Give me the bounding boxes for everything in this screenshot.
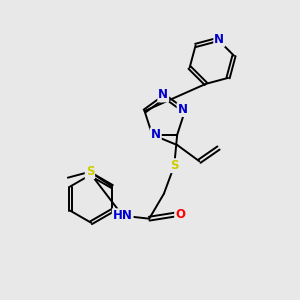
Text: S: S	[86, 165, 94, 178]
Text: HN: HN	[113, 209, 133, 222]
Text: N: N	[158, 88, 168, 101]
Text: S: S	[170, 159, 178, 172]
Text: N: N	[178, 103, 188, 116]
Text: N: N	[151, 128, 161, 141]
Text: N: N	[214, 33, 224, 46]
Text: O: O	[175, 208, 185, 221]
